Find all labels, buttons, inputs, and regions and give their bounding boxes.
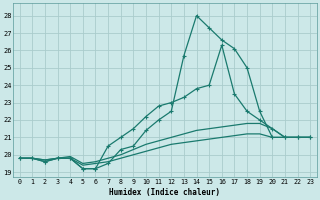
X-axis label: Humidex (Indice chaleur): Humidex (Indice chaleur): [109, 188, 220, 197]
